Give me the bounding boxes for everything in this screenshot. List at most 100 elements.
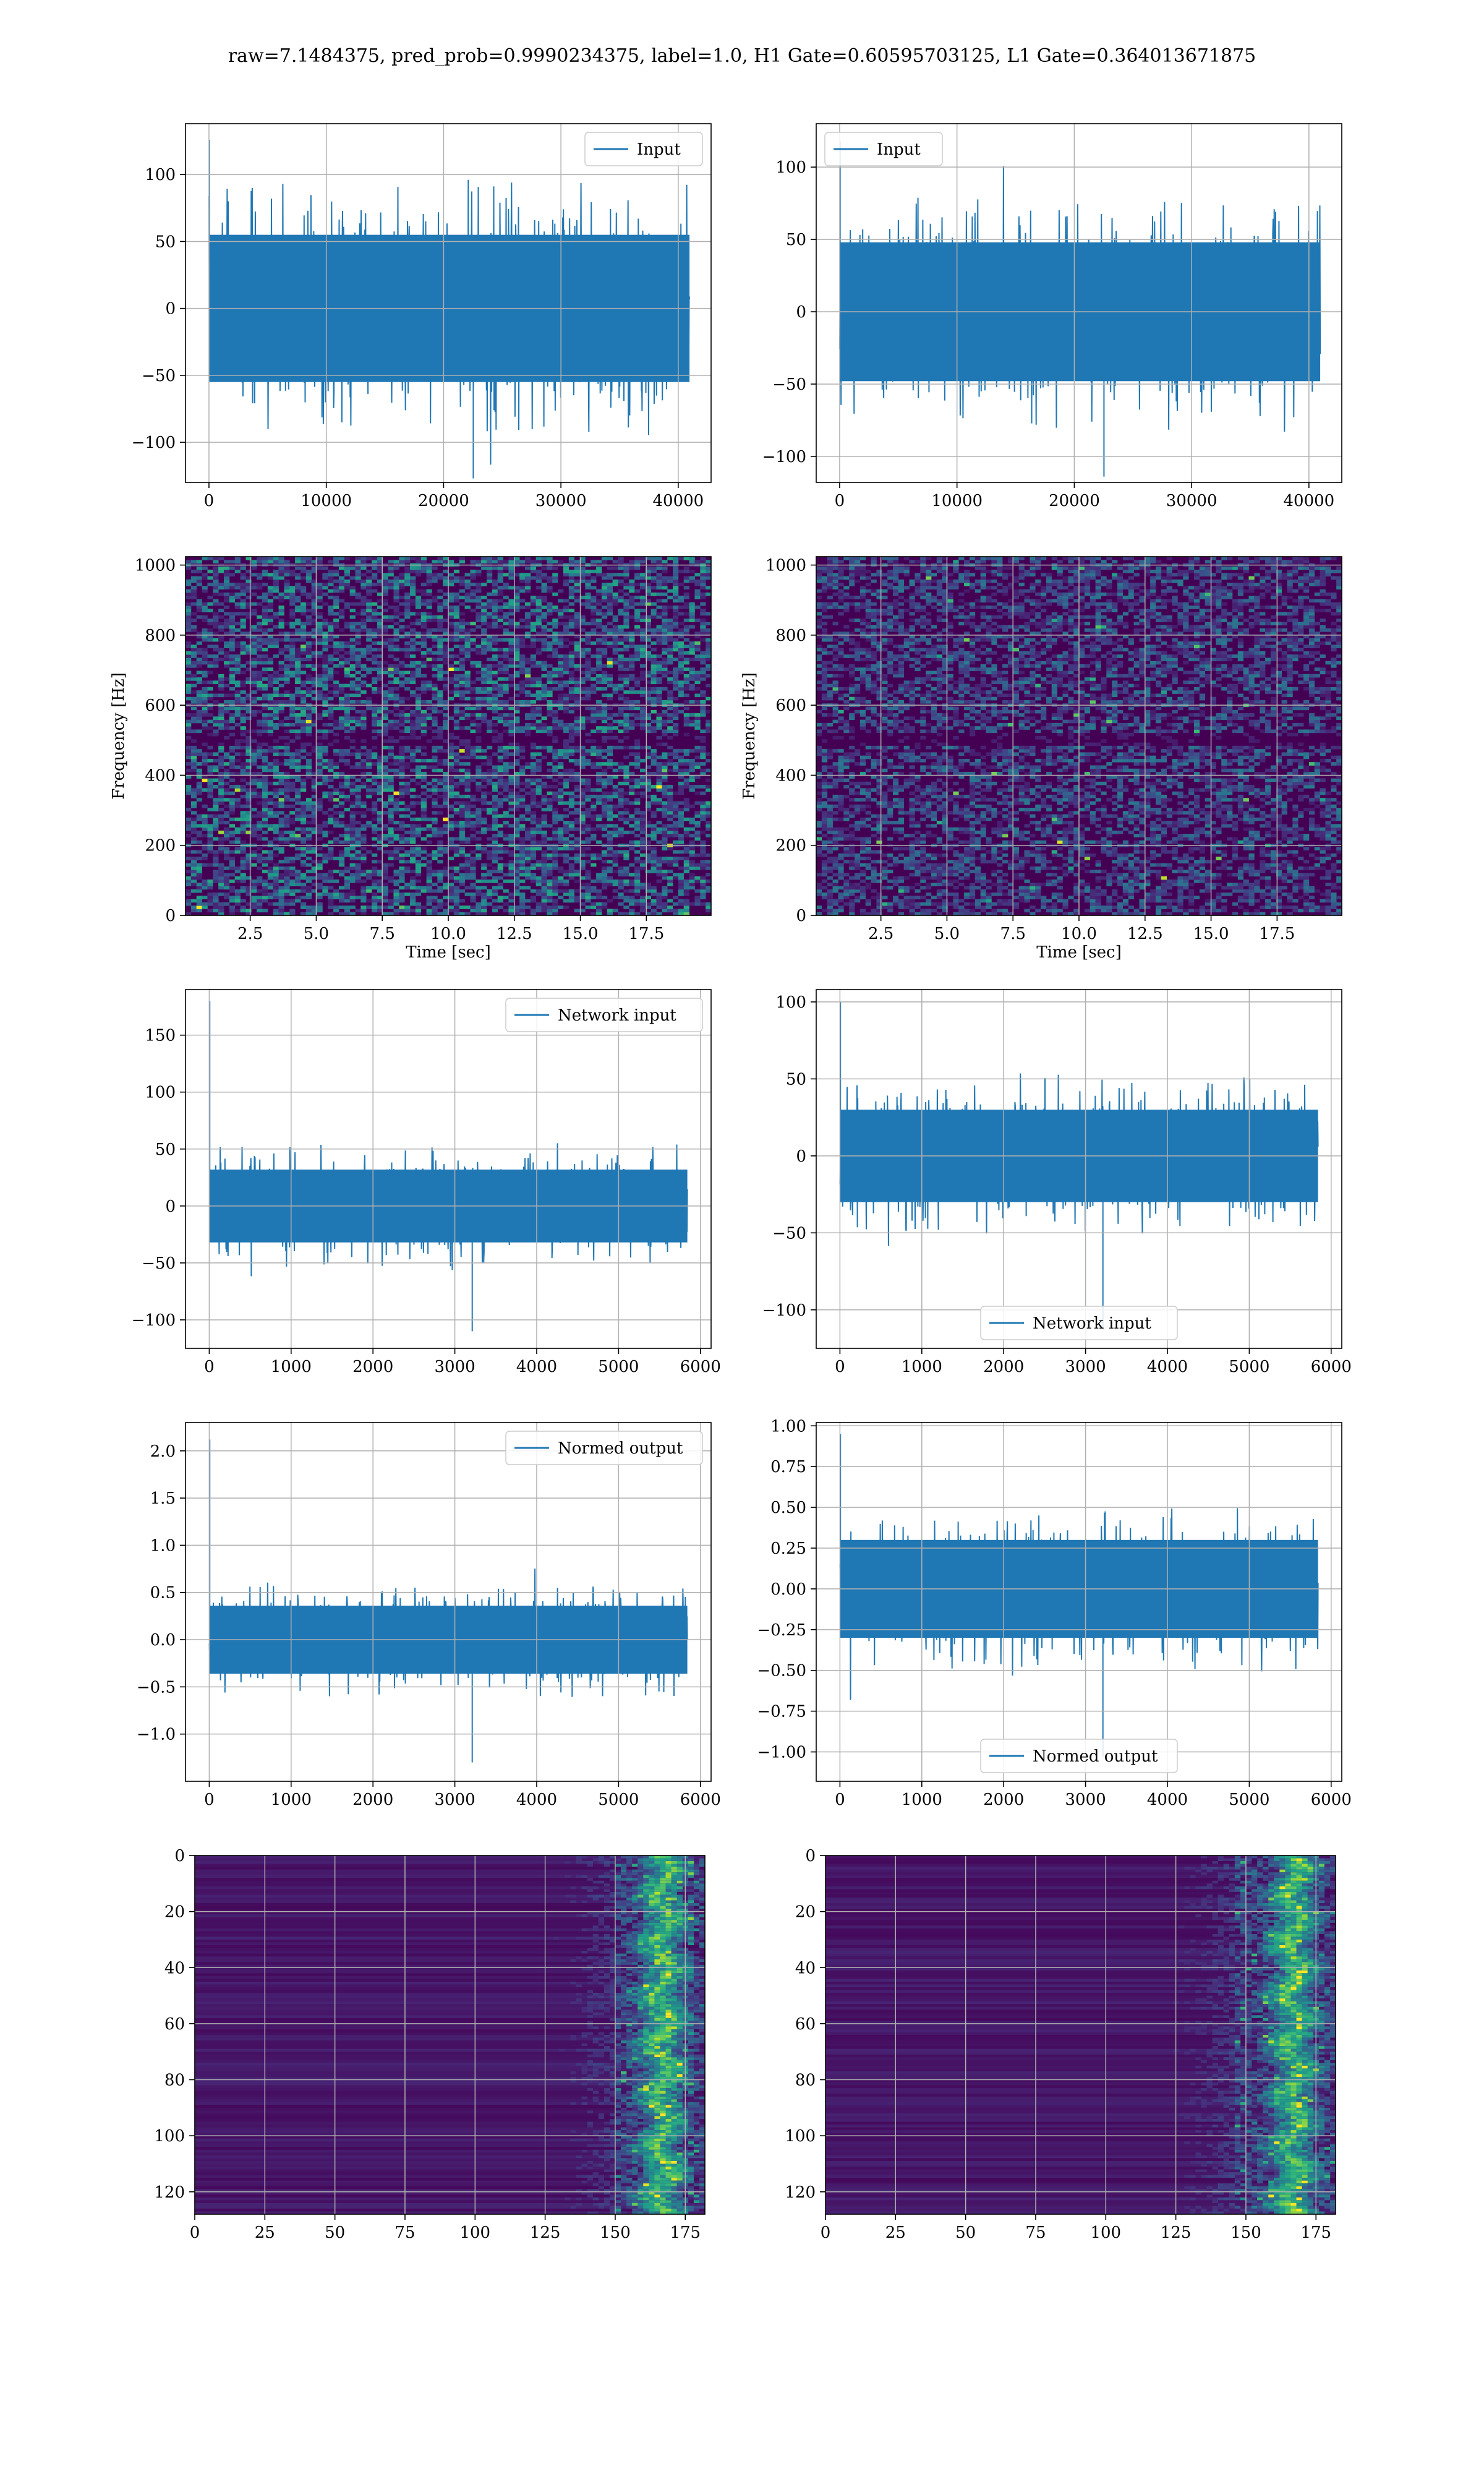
spectrogram-cell xyxy=(596,687,602,691)
spectrogram-cell xyxy=(443,772,449,776)
spectrogram-cell xyxy=(251,830,257,834)
spectrogram-cell xyxy=(284,722,290,727)
spectrogram-cell xyxy=(426,902,432,906)
spectrogram-cell xyxy=(415,873,422,877)
spectrogram-cell xyxy=(289,651,296,655)
spectrogram-cell xyxy=(464,680,471,685)
spectrogram-cell xyxy=(223,677,230,681)
spectrogram-cell xyxy=(596,762,602,766)
spectrogram-cell xyxy=(706,657,711,662)
spectrogram-cell xyxy=(508,791,514,795)
spectrogram-cell xyxy=(322,886,328,890)
spectrogram-cell xyxy=(645,674,652,678)
spectrogram-cell xyxy=(410,840,416,844)
spectrogram-cell xyxy=(563,785,569,789)
spectrogram-cell xyxy=(650,661,657,665)
spectrogram-cell xyxy=(563,706,569,711)
spectrogram-cell xyxy=(585,706,591,711)
spectrogram-cell xyxy=(667,883,673,886)
spectrogram-cell xyxy=(486,670,493,675)
spectrogram-cell xyxy=(497,765,503,769)
spectrogram-cell xyxy=(229,726,236,730)
spectrogram-cell xyxy=(579,866,586,870)
spectrogram-cell xyxy=(524,729,531,734)
spectrogram-cell xyxy=(257,811,263,815)
spectrogram-cell xyxy=(223,706,230,711)
spectrogram-cell xyxy=(344,758,351,763)
spectrogram-cell xyxy=(486,827,493,831)
spectrogram-cell xyxy=(443,909,449,913)
spectrogram-cell xyxy=(186,755,192,760)
spectrogram-cell xyxy=(618,706,624,711)
spectrogram-cell xyxy=(585,827,591,831)
spectrogram-cell xyxy=(470,706,476,711)
spectrogram-cell xyxy=(656,860,662,864)
spectrogram-cell xyxy=(508,801,514,805)
spectrogram-cell xyxy=(683,683,689,688)
spectrogram-cell xyxy=(481,902,487,906)
spectrogram-cell xyxy=(612,857,618,860)
spectrogram-cell xyxy=(596,902,602,906)
spectrogram-cell xyxy=(344,880,351,883)
spectrogram-cell xyxy=(420,745,427,750)
spectrogram-cell xyxy=(694,726,701,730)
spectrogram-cell xyxy=(547,641,553,645)
spectrogram-cell xyxy=(420,641,427,645)
spectrogram-cell xyxy=(579,758,586,763)
spectrogram-cell xyxy=(393,696,399,701)
spectrogram-cell xyxy=(382,661,389,665)
spectrogram-cell xyxy=(503,778,509,782)
spectrogram-cell xyxy=(639,811,646,815)
spectrogram-cell xyxy=(344,778,351,782)
spectrogram-cell xyxy=(262,778,268,782)
spectrogram-cell xyxy=(574,785,580,789)
legend-label: Input xyxy=(877,140,921,159)
spectrogram-cell xyxy=(639,709,646,714)
spectrogram-cell xyxy=(706,821,711,824)
spectrogram-cell xyxy=(497,768,503,773)
spectrogram-cell xyxy=(399,801,405,805)
spectrogram-cell xyxy=(267,814,274,818)
spectrogram-cell xyxy=(207,785,213,789)
spectrogram-cell xyxy=(634,824,641,828)
spectrogram-cell xyxy=(591,690,597,694)
spectrogram-cell xyxy=(634,811,641,815)
spectrogram-cell xyxy=(317,883,323,886)
spectrogram-cell xyxy=(459,713,465,717)
spectrogram-cell xyxy=(470,729,476,734)
spectrogram-cell xyxy=(481,808,487,811)
spectrogram-cell xyxy=(289,700,296,704)
spectrogram-cell xyxy=(453,745,460,750)
spectrogram-cell xyxy=(289,873,296,877)
spectrogram-cell xyxy=(475,651,482,655)
spectrogram-cell xyxy=(218,821,224,824)
spectrogram-cell xyxy=(650,762,657,766)
spectrogram-cell xyxy=(273,693,279,698)
spectrogram-cell xyxy=(541,667,547,671)
spectrogram-cell xyxy=(541,889,547,893)
spectrogram-cell xyxy=(245,912,252,915)
spectrogram-cell xyxy=(278,905,284,909)
spectrogram-cell xyxy=(459,667,465,671)
spectrogram-cell xyxy=(530,654,537,658)
spectrogram-cell xyxy=(426,909,432,913)
spectrogram-cell xyxy=(262,909,268,913)
spectrogram-cell xyxy=(382,758,389,763)
spectrogram-cell xyxy=(349,729,356,734)
spectrogram-cell xyxy=(541,794,547,798)
spectrogram-cell xyxy=(223,857,230,860)
spectrogram-cell xyxy=(585,794,591,798)
spectrogram-cell xyxy=(443,677,449,681)
spectrogram-cell xyxy=(706,860,711,864)
spectrogram-cell xyxy=(486,729,493,734)
spectrogram-cell xyxy=(639,866,646,870)
spectrogram-cell xyxy=(481,899,487,903)
spectrogram-cell xyxy=(667,860,673,864)
spectrogram-cell xyxy=(508,834,514,837)
spectrogram-cell xyxy=(519,827,526,831)
spectrogram-cell xyxy=(273,690,279,694)
spectrogram-cell xyxy=(497,798,503,802)
spectrogram-cell xyxy=(650,798,657,802)
spectrogram-cell xyxy=(524,791,531,795)
spectrogram-cell xyxy=(530,661,537,665)
